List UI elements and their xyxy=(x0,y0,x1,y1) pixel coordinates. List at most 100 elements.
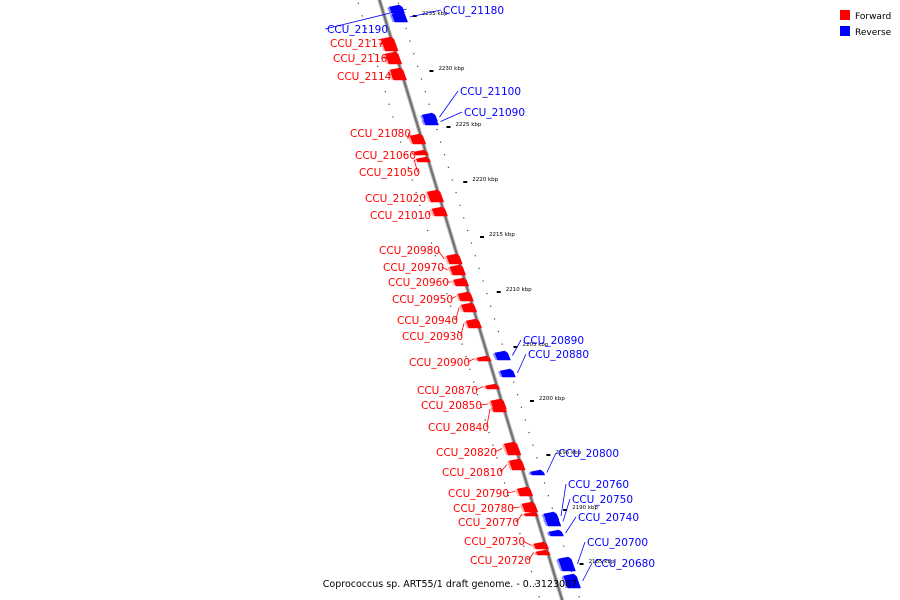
gene-label[interactable]: CCU_21100 xyxy=(460,86,521,98)
gene-label[interactable]: CCU_20880 xyxy=(528,349,589,361)
gene-arrow-highlight xyxy=(383,54,389,64)
gene-feature[interactable] xyxy=(407,133,427,145)
gene-label[interactable]: CCU_21090 xyxy=(464,107,525,119)
gene-feature[interactable] xyxy=(521,511,539,517)
gene-label-connector xyxy=(560,483,567,517)
scale-tick-label: 2185 kbp xyxy=(589,559,615,565)
gene-label[interactable]: CCU_20820 xyxy=(436,447,497,459)
gene-feature[interactable] xyxy=(414,156,431,163)
gene-feature[interactable] xyxy=(425,189,445,203)
gene-label[interactable]: CCU_20760 xyxy=(568,479,629,491)
gene-label-connector xyxy=(441,266,448,271)
gene-label[interactable]: CCU_20870 xyxy=(417,385,478,397)
gene-labels: CCU_21190 CCU_21180 CCU_21170 CCU_21160 CCU_… xyxy=(324,5,655,582)
gene-feature[interactable] xyxy=(411,149,429,156)
gene-feature[interactable] xyxy=(561,573,581,589)
gene-feature[interactable] xyxy=(489,405,508,413)
gene-arrow-highlight xyxy=(429,209,435,216)
gene-feature[interactable] xyxy=(447,264,467,276)
gene-feature[interactable] xyxy=(515,486,534,497)
gene-label[interactable]: CCU_21180 xyxy=(443,5,504,17)
gene-feature[interactable] xyxy=(421,117,439,126)
gene-label[interactable]: CCU_21050 xyxy=(359,167,420,179)
gene-label[interactable]: CCU_20970 xyxy=(383,262,444,274)
gene-feature[interactable] xyxy=(378,36,399,52)
gene-arrow xyxy=(516,486,534,497)
gene-label[interactable]: CCU_20800 xyxy=(558,448,619,460)
gene-label[interactable]: CCU_20770 xyxy=(458,517,519,529)
gene-label[interactable]: CCU_20740 xyxy=(578,512,639,524)
gene-feature[interactable] xyxy=(444,253,463,265)
gene-label[interactable]: CCU_20700 xyxy=(587,537,648,549)
gene-feature[interactable] xyxy=(498,368,516,378)
gene-label[interactable]: CCU_21170 xyxy=(330,38,391,50)
gene-label[interactable]: CCU_21010 xyxy=(370,210,431,222)
gene-label[interactable]: CCU_20730 xyxy=(464,536,525,548)
gene-label[interactable]: CCU_20980 xyxy=(379,245,440,257)
gene-label[interactable]: CCU_21080 xyxy=(350,128,411,140)
gene-label[interactable]: CCU_21020 xyxy=(365,193,426,205)
gene-arrow-highlight xyxy=(541,514,546,520)
gene-feature[interactable] xyxy=(463,318,483,329)
gene-feature[interactable] xyxy=(556,556,576,572)
gene-label[interactable]: CCU_20790 xyxy=(448,488,509,500)
gene-label[interactable]: CCU_20750 xyxy=(572,494,633,506)
gene-label[interactable]: CCU_20940 xyxy=(397,315,458,327)
gene-feature[interactable] xyxy=(383,51,403,65)
gene-feature[interactable] xyxy=(483,383,501,390)
gene-feature[interactable] xyxy=(451,277,470,287)
gene-label-connector xyxy=(506,491,516,494)
gene-label[interactable]: CCU_21060 xyxy=(355,150,416,162)
gene-feature[interactable] xyxy=(474,355,492,362)
gene-label[interactable]: CCU_20930 xyxy=(402,331,463,343)
gene-label[interactable]: CCU_20810 xyxy=(442,467,503,479)
scale-tick-label: 2230 kbp xyxy=(438,66,464,72)
gene-feature[interactable] xyxy=(387,67,407,81)
gene-label[interactable]: CCU_20680 xyxy=(594,558,655,570)
gene-label[interactable]: CCU_20840 xyxy=(428,422,489,434)
gene-arrow-highlight xyxy=(407,136,413,144)
gene-arrow-highlight xyxy=(521,514,526,516)
scale-tick-label: 2225 kbp xyxy=(455,122,481,128)
gene-label[interactable]: CCU_21140 xyxy=(337,71,398,83)
gene-feature[interactable] xyxy=(533,549,551,556)
gene-label[interactable]: CCU_20960 xyxy=(388,277,449,289)
gene-feature[interactable] xyxy=(543,516,562,527)
gene-arrow xyxy=(548,529,564,537)
gene-arrow xyxy=(460,302,478,313)
gene-arrow-highlight xyxy=(451,280,456,286)
scale-tick-label: 2200 kbp xyxy=(539,396,565,402)
gene-arrow xyxy=(494,350,511,361)
gene-label[interactable]: CCU_20720 xyxy=(470,555,531,567)
gene-arrow-highlight xyxy=(444,256,450,264)
gene-feature[interactable] xyxy=(528,469,546,476)
gene-label[interactable]: CCU_20850 xyxy=(421,400,482,412)
gene-feature[interactable] xyxy=(459,302,478,313)
gene-feature[interactable] xyxy=(492,350,511,361)
gene-arrow-highlight xyxy=(519,504,525,512)
gene-label-connector xyxy=(455,307,460,321)
gene-label[interactable]: CCU_20780 xyxy=(453,503,514,515)
gene-feature[interactable] xyxy=(502,441,522,456)
gene-label-connector xyxy=(562,498,571,522)
gene-feature[interactable] xyxy=(506,458,526,471)
gene-arrow xyxy=(499,368,516,378)
gene-feature[interactable] xyxy=(389,11,409,23)
gene-arrow-highlight xyxy=(488,401,494,409)
gene-feature[interactable] xyxy=(546,529,564,537)
gene-feature[interactable] xyxy=(455,291,474,302)
gene-label-connector xyxy=(467,358,475,363)
gene-label[interactable]: CCU_21160 xyxy=(333,53,394,65)
gene-feature[interactable] xyxy=(531,541,550,550)
scale-tick-label: 2220 kbp xyxy=(472,177,498,183)
gene-feature[interactable] xyxy=(519,501,539,513)
scale-tick-label: 2235 kbp xyxy=(422,11,448,17)
gene-arrow xyxy=(544,516,562,527)
gene-label[interactable]: CCU_21190 xyxy=(327,24,388,36)
gene-label[interactable]: CCU_20900 xyxy=(409,357,470,369)
gene-feature[interactable] xyxy=(429,206,448,217)
gene-label[interactable]: CCU_20890 xyxy=(523,335,584,347)
gene-label[interactable]: CCU_20950 xyxy=(392,294,453,306)
gene-label-connector xyxy=(522,540,532,546)
